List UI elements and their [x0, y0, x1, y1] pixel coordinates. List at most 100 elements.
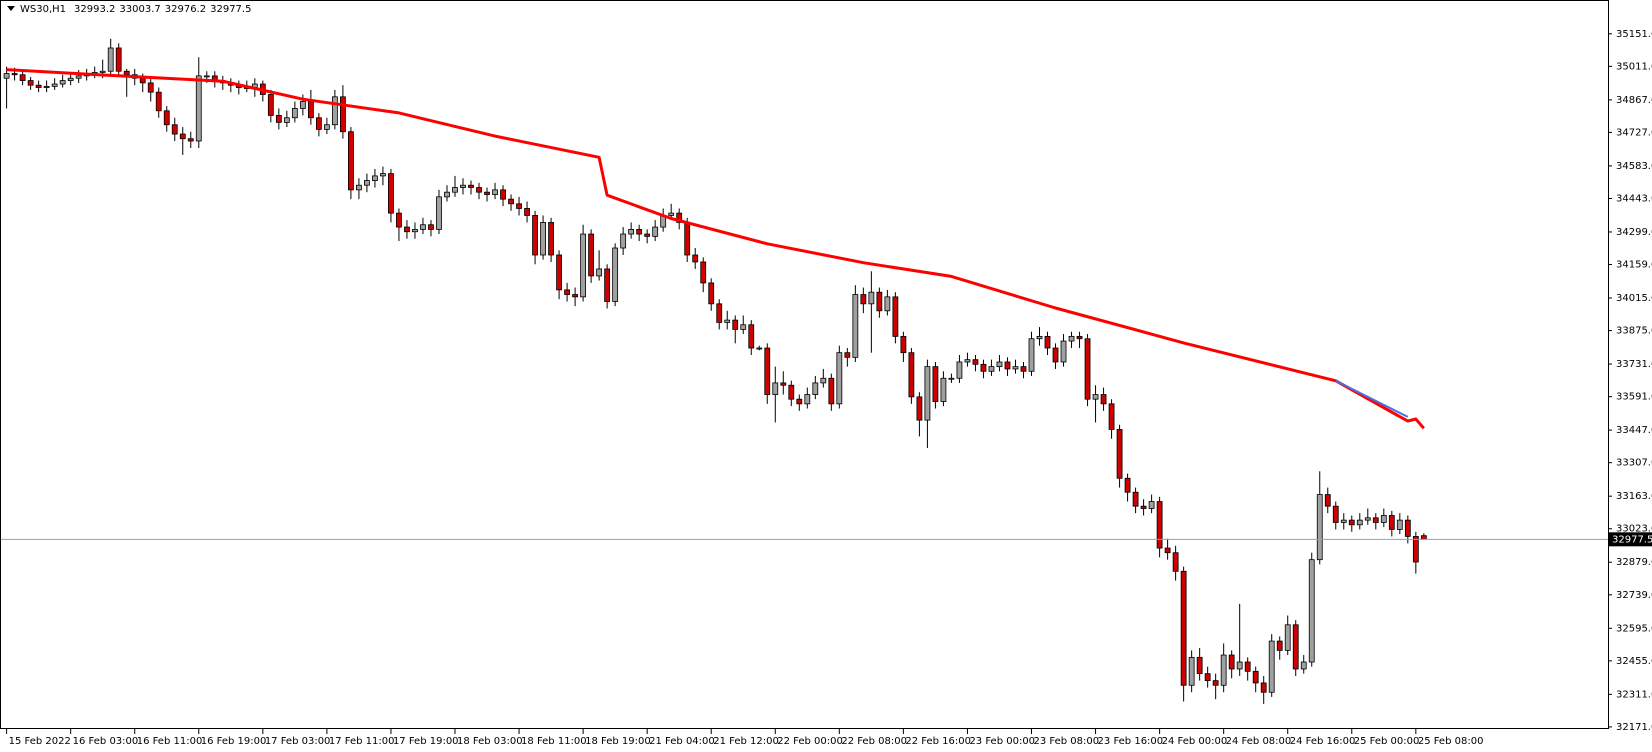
x-tick-label: 16 Feb 03:00 [73, 736, 139, 747]
candle-body [628, 229, 635, 235]
candle-body [1148, 501, 1155, 509]
candle-body [924, 366, 931, 421]
candle-body [900, 335, 907, 354]
y-tick-label: 35011.0 [1616, 61, 1652, 72]
candle-body [1204, 673, 1211, 682]
x-tick-label: 17 Feb 03:00 [265, 736, 331, 747]
y-tick-label: 34583.0 [1616, 161, 1652, 172]
candle-body [780, 382, 787, 386]
candle-body [876, 291, 883, 312]
candle-body [1068, 335, 1075, 342]
x-tick-label: 18 Feb 03:00 [457, 736, 523, 747]
candle-body [1012, 366, 1019, 370]
candle-body [548, 222, 554, 256]
y-tick-label: 34159.0 [1616, 260, 1652, 271]
candle-body [804, 394, 811, 405]
candle-body [956, 361, 963, 379]
candle-body [676, 212, 683, 223]
candle-body [724, 319, 731, 323]
candle-body [436, 196, 442, 230]
candle-body [844, 352, 851, 358]
candle-body [460, 184, 466, 188]
candle-body [1132, 491, 1139, 507]
candle-body [444, 191, 450, 198]
candle-body [315, 117, 322, 130]
candle-body [756, 347, 763, 350]
candle-body [1372, 517, 1379, 523]
candle-body [1052, 347, 1059, 363]
quote-low: 32976.2 [165, 4, 206, 15]
candle-body [764, 347, 771, 395]
y-tick-label: 33163.0 [1616, 491, 1652, 502]
candle-body [516, 203, 522, 209]
candle-body [283, 117, 290, 123]
candle-body [35, 84, 42, 88]
candle-body [596, 268, 603, 277]
candle-body [372, 175, 378, 181]
candle-body [572, 294, 579, 298]
candle-body [700, 261, 707, 284]
candle-body [51, 83, 58, 87]
candle-body [1020, 366, 1027, 372]
y-tick-label: 32739.0 [1616, 590, 1652, 601]
candle-body [588, 233, 595, 277]
candle-body [203, 75, 210, 78]
x-tick-label: 22 Feb 00:00 [777, 736, 843, 747]
candle-body [59, 80, 66, 85]
candle-body [115, 47, 122, 72]
y-tick-label: 34867.0 [1616, 95, 1652, 106]
candle-body [636, 229, 643, 235]
candle-body [291, 108, 298, 119]
x-tick-label: 23 Feb 08:00 [1033, 736, 1099, 747]
candle-body [524, 208, 530, 216]
candle-body [1348, 519, 1355, 526]
candle-body [404, 226, 410, 233]
candle-body [932, 366, 939, 402]
candle-body [492, 189, 498, 195]
candle-body [1092, 394, 1099, 400]
candle-body [348, 131, 354, 191]
candle-body [1252, 670, 1259, 684]
candle-body [852, 294, 859, 358]
candle-body [1172, 552, 1179, 572]
candle-body [692, 254, 699, 263]
y-tick-label: 33731.0 [1616, 359, 1652, 370]
candle-body [99, 70, 106, 73]
y-tick-label: 32879.0 [1616, 557, 1652, 568]
candle-body [1324, 494, 1331, 507]
candle-body [396, 212, 402, 228]
candle-body [275, 115, 282, 123]
candle-body [1356, 519, 1363, 526]
candle-body [299, 101, 306, 109]
x-tick-label: 17 Feb 19:00 [393, 736, 459, 747]
candle-body [1404, 519, 1411, 537]
candle-body [1124, 477, 1131, 493]
x-tick-label: 25 Feb 00:00 [1354, 736, 1420, 747]
candle-body [1228, 654, 1235, 670]
candle-body [147, 82, 154, 93]
y-tick-label: 34299.0 [1616, 227, 1652, 238]
candle-body [620, 233, 627, 249]
candle-body [892, 296, 899, 337]
candle-body [668, 212, 675, 216]
quote-high: 33003.7 [119, 4, 160, 15]
candle-body [972, 359, 979, 365]
y-tick-label: 33447.0 [1616, 425, 1652, 436]
candle-body [1100, 394, 1107, 405]
x-tick-label: 16 Feb 11:00 [137, 736, 203, 747]
y-tick-label: 34443.0 [1616, 193, 1652, 204]
candle-body [884, 296, 891, 312]
candle-body [740, 324, 747, 330]
candle-body [980, 363, 987, 372]
symbol-menu-arrow[interactable] [7, 6, 15, 11]
symbol: WS30,H1 [20, 4, 66, 15]
candle-body [948, 377, 955, 380]
candle-body [139, 77, 146, 84]
candle-body [1004, 361, 1011, 370]
candle-body [1036, 335, 1043, 340]
candle-body [612, 247, 619, 302]
candle-body [107, 47, 114, 72]
candle-body [187, 138, 194, 142]
candle-body [1292, 624, 1299, 670]
x-tick-label: 22 Feb 08:00 [841, 736, 907, 747]
